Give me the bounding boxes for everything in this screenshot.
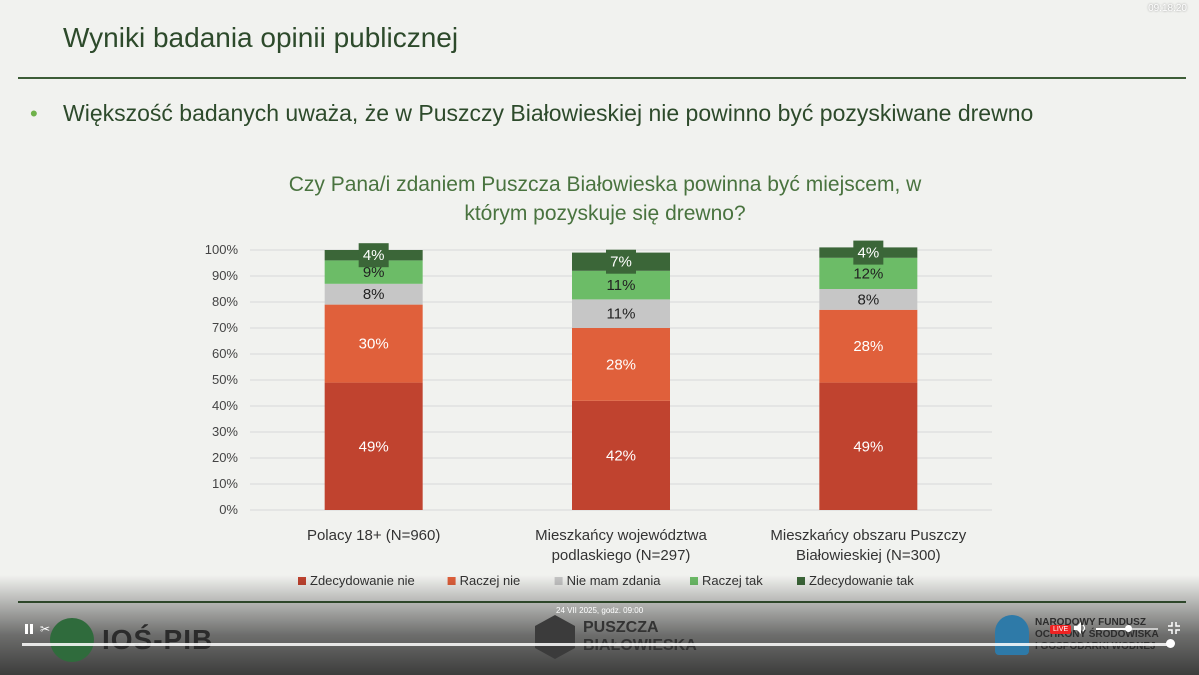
puszcza-bialowieska-logo: PUSZCZA BIAŁOWIESKA (535, 615, 697, 659)
puszcza-logo-line-2: BIAŁOWIESKA (583, 637, 697, 655)
nfos-logo-line-2: OCHRONY ŚRODOWISKA (1035, 629, 1159, 640)
ios-pib-logo-icon (50, 618, 94, 662)
bar-data-label: 12% (853, 265, 883, 282)
ios-pib-logo: IOŚ-PIB (50, 618, 213, 662)
bar-label-box (853, 240, 884, 265)
clock: 09:18:20 (1148, 3, 1187, 14)
nfos-logo-line-3: I GOSPODARKI WODNEJ (1035, 641, 1156, 652)
bar-segment (324, 382, 423, 510)
bar-data-label: 11% (607, 306, 636, 323)
bar-data-label: 28% (853, 338, 883, 355)
stacked-bar-chart: 0% 10% 20% 30% 40% 50% 60% 70% 80% 90% 100% 49% 30% 8… (205, 240, 992, 588)
exit-fullscreen-button[interactable] (1168, 622, 1180, 636)
x-category-label: Białowieskiej (N=300) (796, 547, 941, 564)
chart-title-line-2: którym pozyskuje się drewno? (464, 202, 746, 225)
scissors-icon: ✂ (40, 622, 51, 636)
y-tick-label: 90% (212, 268, 238, 283)
clip-button[interactable]: ✂ (40, 623, 50, 635)
y-tick-label: 50% (212, 372, 238, 387)
bar-data-label: 7% (610, 254, 632, 271)
bar-segment (324, 283, 423, 305)
pause-button[interactable] (24, 624, 34, 636)
bar-segment (324, 304, 423, 383)
x-category-label: podlaskiego (N=297) (552, 547, 691, 564)
bar-data-label: 49% (853, 438, 883, 455)
y-tick-label: 70% (212, 320, 238, 335)
bar-data-label: 11% (607, 277, 636, 294)
bison-logo-icon (535, 615, 575, 659)
bullet-text: Większość badanych uważa, że w Puszczy B… (63, 100, 1034, 126)
x-category-label: Polacy 18+ (N=960) (307, 527, 440, 544)
chart-title: Czy Pana/i zdaniem Puszcza Białowieska p… (230, 170, 980, 228)
live-badge[interactable]: LIVE (1050, 625, 1072, 634)
y-tick-label: 0% (219, 502, 238, 517)
chart-title-line-1: Czy Pana/i zdaniem Puszcza Białowieska p… (288, 173, 922, 196)
volume-icon (1074, 622, 1086, 634)
y-tick-label: 20% (212, 450, 238, 465)
bar-segment (324, 260, 423, 284)
bar-segment (572, 328, 670, 401)
bar-segment (572, 400, 670, 510)
bar-data-label: 4% (363, 247, 385, 264)
bar-segment (819, 289, 918, 310)
bar-segment (572, 270, 670, 300)
y-tick-label: 60% (212, 346, 238, 361)
bar-data-label: 4% (857, 245, 879, 262)
y-tick-label: 80% (212, 294, 238, 309)
fullscreen-exit-icon (1168, 622, 1180, 634)
bar-label-box (606, 249, 636, 274)
bar-segment (819, 382, 918, 510)
bar-data-label: 9% (363, 264, 385, 281)
y-tick-label: 100% (205, 242, 239, 257)
slide-title: Wyniki badania opinii publicznej (63, 22, 459, 53)
bar-label-box (358, 243, 389, 268)
nfos-logo-line-1: NARODOWY FUNDUSZ (1035, 617, 1146, 628)
nfosigw-logo: NARODOWY FUNDUSZ OCHRONY ŚRODOWISKA I GO… (995, 615, 1159, 655)
progress-bar[interactable] (22, 643, 1172, 646)
volume-slider-knob[interactable] (1125, 625, 1132, 632)
y-tick-label: 30% (212, 424, 238, 439)
bar-segment (819, 309, 918, 383)
ios-pib-logo-text: IOŚ-PIB (102, 624, 214, 655)
bar-data-label: 42% (606, 447, 636, 464)
x-category-label: Mieszkańcy obszaru Puszczy (770, 527, 966, 544)
title-divider (18, 77, 1186, 79)
x-category-label: Mieszkańcy województwa (535, 527, 707, 544)
bar-data-label: 49% (359, 438, 389, 455)
y-tick-label: 10% (212, 476, 238, 491)
bar-data-label: 28% (606, 356, 636, 373)
volume-slider-fill (1096, 628, 1128, 630)
bar-data-label: 30% (359, 336, 389, 353)
puszcza-logo-line-1: PUSZCZA (583, 619, 659, 636)
pause-icon (25, 624, 33, 634)
y-tick-label: 40% (212, 398, 238, 413)
nfosigw-logo-icon (995, 615, 1029, 655)
bar-segment (572, 299, 670, 328)
progress-knob[interactable] (1166, 639, 1175, 648)
broadcast-date-stamp: 24 VII 2025, godz. 09:00 (556, 606, 644, 615)
volume-button[interactable] (1074, 622, 1088, 636)
bar-data-label: 8% (857, 291, 879, 308)
bar-data-label: 8% (363, 286, 385, 303)
bullet-icon: • (30, 101, 38, 126)
